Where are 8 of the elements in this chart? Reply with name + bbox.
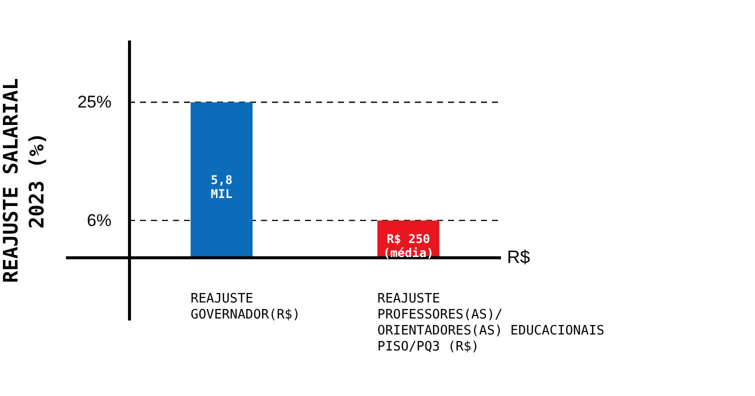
- x-axis-title: R$: [507, 246, 530, 267]
- y-tick-label: 6%: [86, 210, 112, 230]
- annotation: 5,8 MIL: [210, 173, 232, 201]
- annotation: R$ 250 (média): [383, 232, 434, 260]
- y-axis-title: REAJUSTE SALARIAL 2023 (%): [0, 78, 48, 283]
- x-tick-label: REAJUSTE GOVERNADOR(R$): [190, 292, 300, 322]
- y-tick-label: 25%: [77, 92, 112, 112]
- x-tick-label: REAJUSTE PROFESSORES(AS)/ ORIENTADORES(AS) EDUCACIONAIS PISO/PQ3 (R$): [377, 292, 604, 354]
